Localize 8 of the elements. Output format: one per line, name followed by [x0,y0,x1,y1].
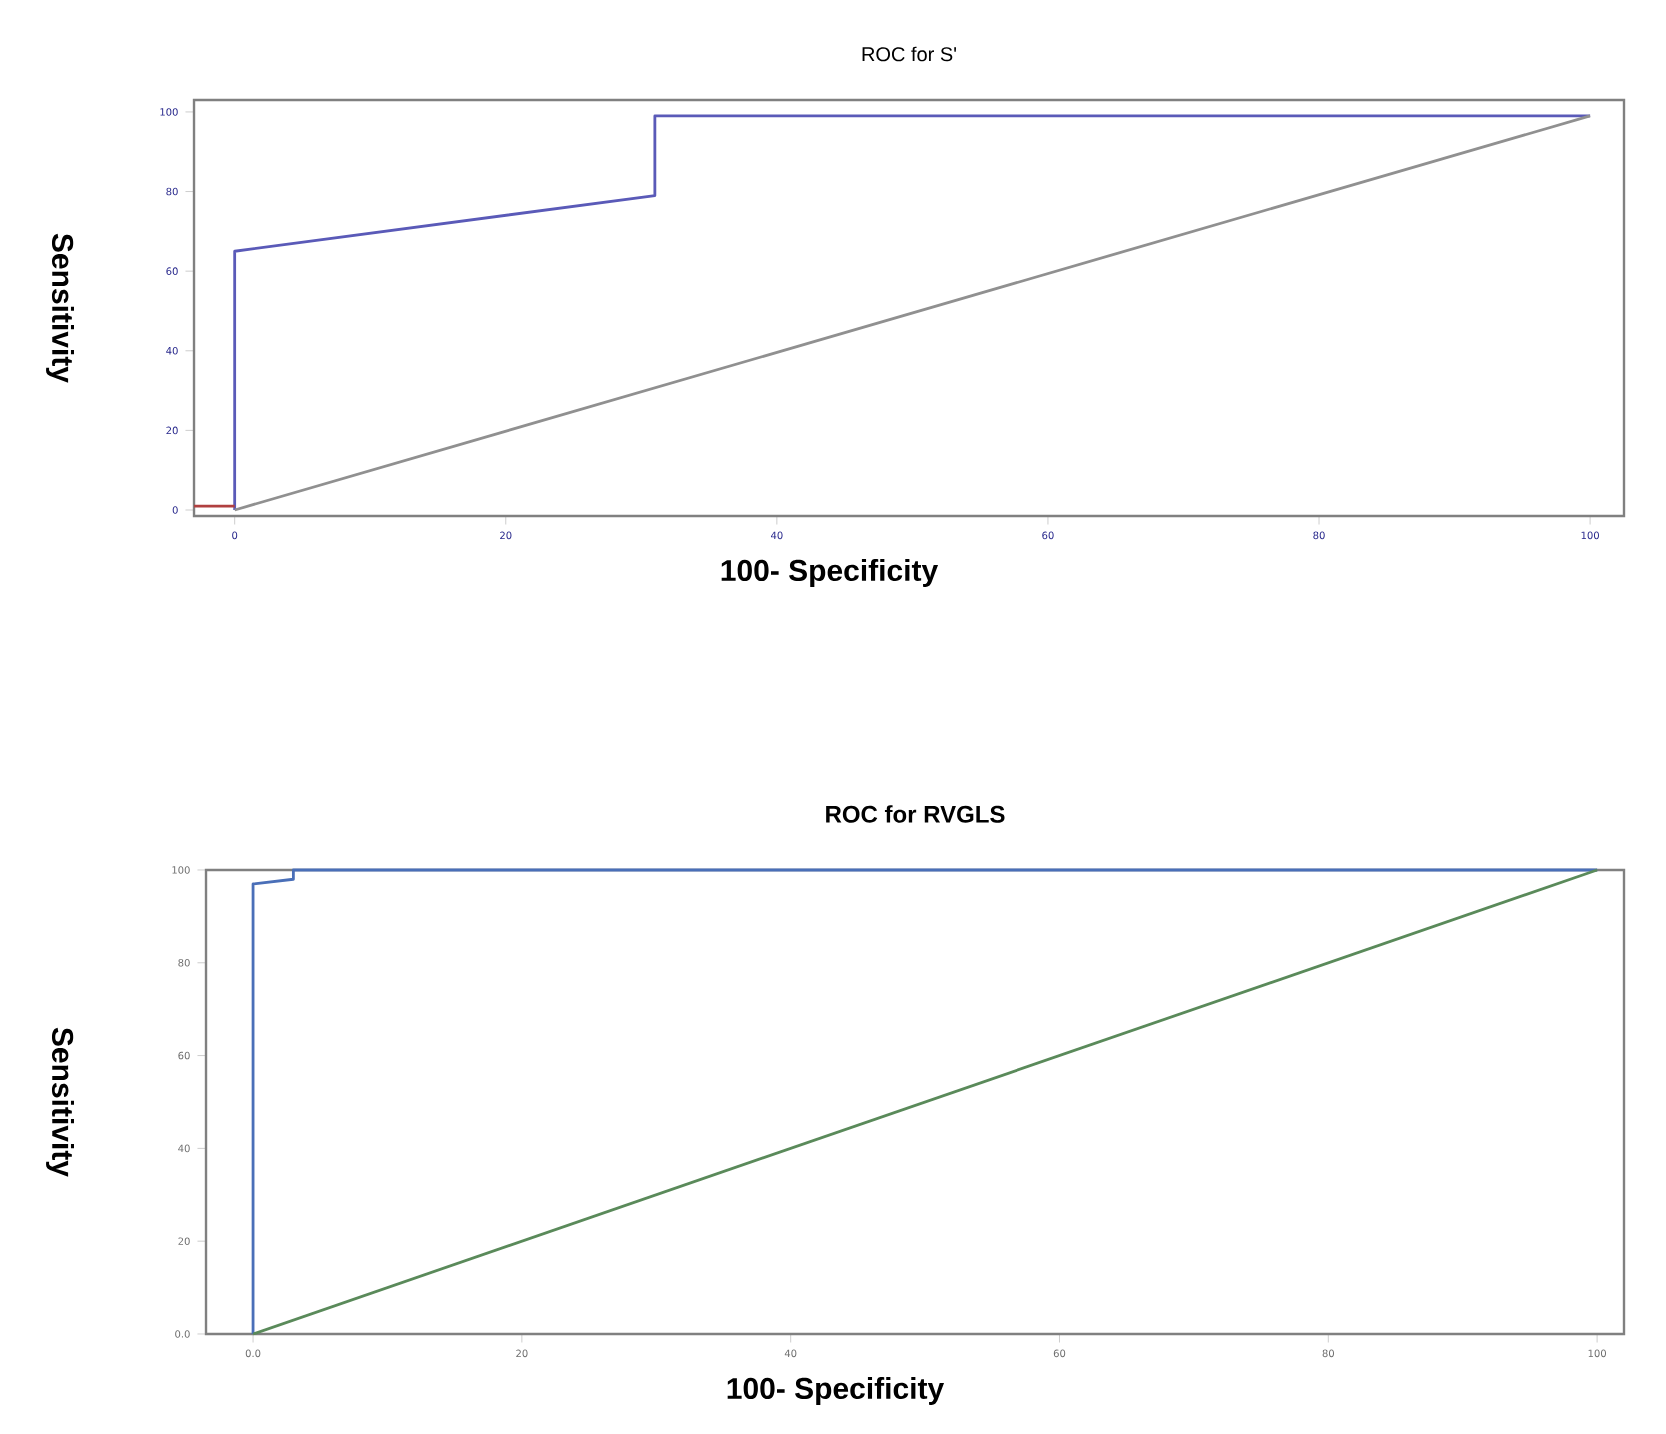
line-series [233,114,1592,512]
line-series [251,868,1599,1336]
x-axis-title: 100- Specificity [721,559,939,587]
y-axis-title: Sensitivity [46,233,74,383]
chart-title: ROC for S' [862,46,957,62]
y-axis-title: Sensitivity [46,1027,74,1177]
x-axis-title: 100- Specificity [727,1377,945,1405]
chart-title: ROC for RVGLS [826,805,1005,823]
